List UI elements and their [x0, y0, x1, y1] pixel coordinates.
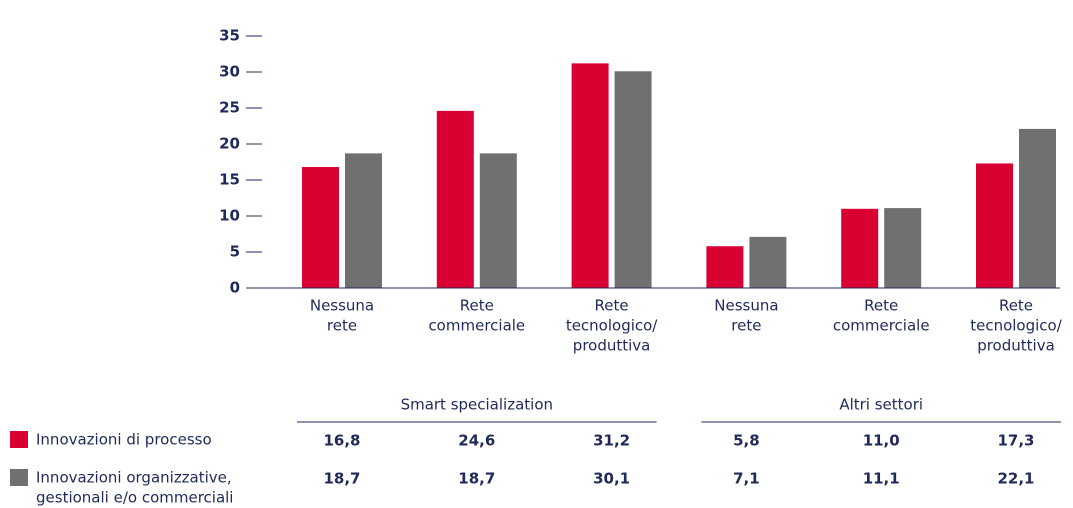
bar — [884, 208, 922, 288]
value-label: 11,1 — [863, 470, 900, 488]
x-tick-label: Rete — [595, 297, 629, 315]
value-label: 18,7 — [458, 470, 495, 488]
legend-label: Innovazioni di processo — [36, 431, 212, 449]
x-tick-label: commerciale — [428, 317, 525, 335]
x-tick-label: produttiva — [573, 337, 651, 355]
y-tick-label: 5 — [230, 243, 240, 261]
y-tick-label: 30 — [219, 63, 240, 81]
bar — [841, 208, 879, 288]
y-tick-label: 20 — [219, 135, 240, 153]
bar — [614, 71, 652, 288]
y-tick-label: 15 — [219, 171, 240, 189]
value-label: 16,8 — [323, 432, 360, 450]
y-tick-label: 10 — [219, 207, 240, 225]
x-tick-label: Rete — [460, 297, 494, 315]
value-label: 30,1 — [593, 470, 630, 488]
legend-swatch — [10, 469, 28, 486]
value-label: 11,0 — [863, 432, 900, 450]
x-tick-label: Nessuna — [714, 297, 778, 315]
x-tick-label: Nessuna — [310, 297, 374, 315]
x-tick-label: rete — [327, 317, 357, 335]
group-label: Altri settori — [839, 396, 923, 414]
x-tick-label: Rete — [999, 297, 1033, 315]
x-tick-label: tecnologico/ — [970, 317, 1062, 335]
legend-label: Innovazioni organizzative, — [36, 469, 232, 487]
x-tick-label: rete — [731, 317, 761, 335]
y-tick-label: 35 — [219, 27, 240, 45]
group-label: Smart specialization — [401, 396, 553, 414]
x-tick-label: produttiva — [977, 337, 1055, 355]
y-tick-label: 25 — [219, 99, 240, 117]
bar — [302, 167, 339, 288]
legend-swatch — [10, 431, 28, 448]
bar — [571, 63, 609, 288]
value-label: 5,8 — [733, 432, 760, 450]
value-label: 24,6 — [458, 432, 495, 450]
legend-label: gestionali e/o commerciali — [36, 489, 233, 507]
bar — [345, 153, 382, 288]
bar — [479, 153, 517, 288]
value-label: 17,3 — [997, 432, 1034, 450]
value-label: 31,2 — [593, 432, 630, 450]
y-tick-label: 0 — [230, 279, 240, 297]
value-label: 7,1 — [733, 470, 760, 488]
bar — [749, 236, 787, 288]
x-tick-label: commerciale — [833, 317, 930, 335]
bar — [1019, 128, 1056, 288]
value-label: 22,1 — [997, 470, 1034, 488]
bar — [706, 246, 744, 288]
bar — [976, 163, 1013, 288]
x-tick-label: Rete — [864, 297, 898, 315]
x-tick-label: tecnologico/ — [566, 317, 658, 335]
bar — [436, 110, 474, 288]
value-label: 18,7 — [323, 470, 360, 488]
